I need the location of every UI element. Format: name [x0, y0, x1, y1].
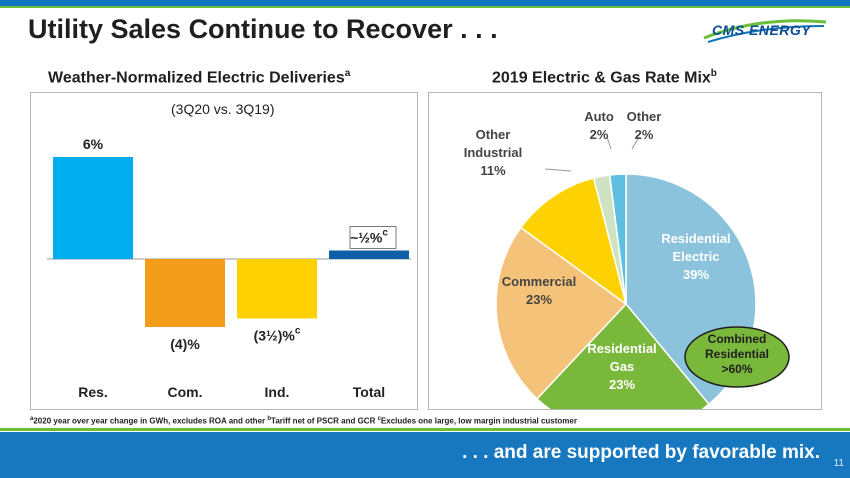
- bar-value-label: (4)%: [170, 336, 200, 352]
- bar-value-label: ~½%c: [350, 228, 388, 246]
- leader-line: [606, 136, 612, 150]
- bar-res: [53, 157, 133, 259]
- leader-line: [544, 168, 572, 172]
- pie-label: Other Industrial 11%: [464, 127, 523, 178]
- right-chart-heading: 2019 Electric & Gas Rate Mixb: [492, 68, 717, 87]
- total-label-box: [349, 226, 397, 249]
- bar-ind: [237, 259, 317, 319]
- logo-text: CMS ENERGY: [712, 22, 812, 38]
- chart-subtitle: (3Q20 vs. 3Q19): [171, 101, 275, 117]
- leader-line: [631, 136, 640, 150]
- pie-label: Commercial 23%: [502, 274, 576, 307]
- pie-slice-residential-gas: [535, 302, 710, 409]
- tagline: . . . and are supported by favorable mix…: [462, 442, 820, 463]
- slide-title: Utility Sales Continue to Recover . . .: [28, 14, 498, 44]
- pie-label: Residential Electric 39%: [661, 231, 730, 282]
- page-number: 11: [833, 458, 844, 469]
- top-accent-bar: [0, 0, 850, 6]
- pie-slice-other: [608, 173, 627, 305]
- pie-slice-commercial: [495, 226, 628, 400]
- pie-label: Residential Gas 23%: [587, 341, 656, 392]
- left-chart-heading: Weather-Normalized Electric Deliveriesa: [48, 68, 351, 87]
- category-label: Res.: [78, 384, 108, 400]
- bar-value-label: (3½)%c: [254, 326, 301, 344]
- cms-energy-logo: CMS ENERGY: [700, 12, 830, 50]
- rate-mix-pie-chart: Residential Electric 39% Residential Gas 23% C…: [464, 109, 790, 409]
- top-accent-line: [0, 6, 850, 8]
- pie-slice-other-industrial: [519, 177, 628, 306]
- bar-value-label: 6%: [83, 136, 104, 152]
- category-label: Total: [353, 384, 385, 400]
- rate-mix-chart-panel: Residential Electric 39% Residential Gas 23% C…: [428, 92, 822, 410]
- pie-label: Other 2%: [627, 109, 662, 142]
- deliveries-bar-chart: 6% Res. (4)% Com. (3½)%c Ind. ~½%c Total: [47, 136, 411, 400]
- bottom-banner: . . . and are supported by favorable mix…: [0, 432, 850, 478]
- deliveries-chart-panel: (3Q20 vs. 3Q19) 6% Res. (4)% Com. (3½)%c Ind.…: [30, 92, 418, 410]
- bar-total: [329, 250, 409, 259]
- category-label: Ind.: [265, 384, 290, 400]
- category-label: Com.: [168, 384, 203, 400]
- bottom-accent-line: [0, 428, 850, 431]
- bar-com: [145, 259, 225, 327]
- footnotes: a2020 year over year change in GWh, excl…: [30, 416, 577, 426]
- pie-label: Auto 2%: [584, 109, 614, 142]
- combined-residential-callout: Combined Residential >60%: [684, 326, 790, 388]
